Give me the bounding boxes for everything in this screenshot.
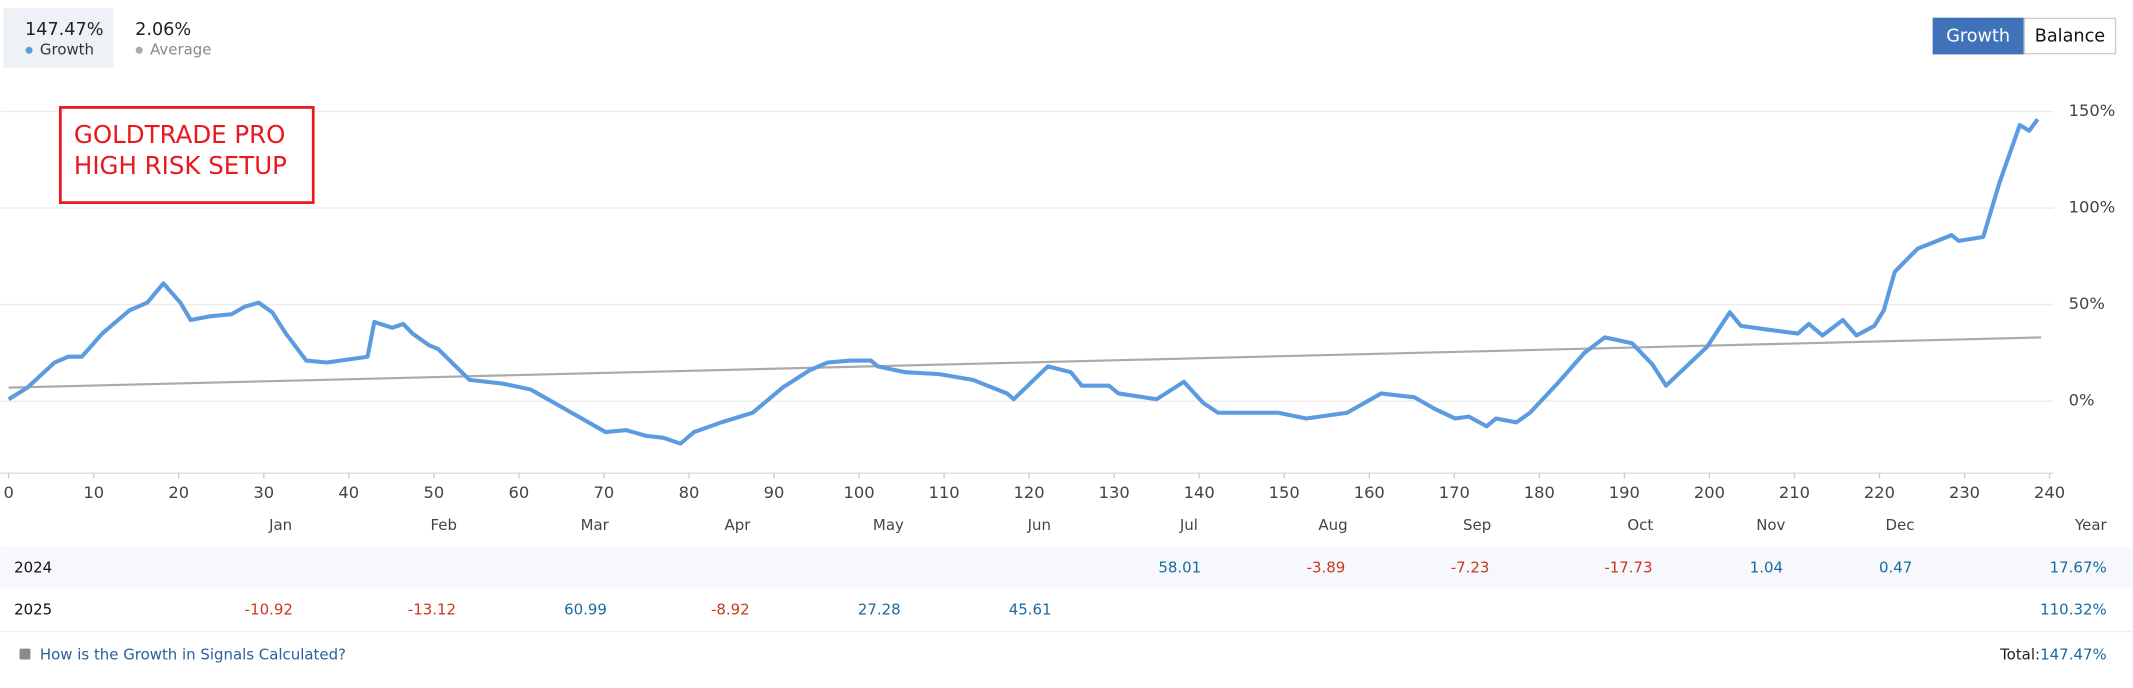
month-return: 27.28 (858, 600, 901, 618)
y-tick-label: 100% (2069, 198, 2116, 217)
month-header: Sep (1463, 516, 1491, 534)
plot: 0% 50% 100% 150% 0 10 20 30 40 50 60 70 80 90 100 110 12… (0, 101, 2116, 502)
month-header: Dec (1886, 516, 1915, 534)
x-tick-label: 100 (843, 483, 874, 502)
month-return: 58.01 (1158, 558, 1201, 576)
row-year: 2025 (14, 600, 52, 618)
balance-button[interactable] (2023, 17, 2117, 55)
year-return: 17.67% (2050, 558, 2107, 576)
returns-table: Jan Feb Mar Apr May Jun Jul Aug Sep Oct Nov Dec Year… (0, 516, 2133, 633)
annotation-box (58, 106, 315, 204)
month-return: -8.92 (711, 600, 750, 618)
annotation-line: GOLDTRADE PRO (74, 120, 286, 149)
legend-dot (135, 46, 143, 54)
x-tick-label: 130 (1099, 483, 1130, 502)
x-tick-label: 20 (168, 483, 189, 502)
growth-button[interactable] (1932, 17, 2024, 55)
x-tick-label: 200 (1694, 483, 1725, 502)
growth-button-label[interactable]: Growth (1946, 27, 2010, 47)
month-return: -7.23 (1451, 558, 1490, 576)
growth-line (7, 118, 2040, 446)
y-tick-label: 150% (2069, 101, 2116, 120)
month-header: Oct (1627, 516, 1653, 534)
month-return: -17.73 (1604, 558, 1652, 576)
help-icon (19, 648, 31, 660)
month-header: Feb (431, 516, 457, 534)
x-tick-label: 140 (1184, 483, 1215, 502)
month-header: Aug (1318, 516, 1347, 534)
x-tick-label: 70 (594, 483, 615, 502)
month-header: Jun (1027, 516, 1051, 534)
month-header: Mar (581, 516, 610, 534)
legend-average: Average (150, 40, 211, 58)
month-header: Apr (725, 516, 752, 534)
x-tick-label: 110 (929, 483, 960, 502)
x-tick-label: 220 (1864, 483, 1895, 502)
month-return: 60.99 (564, 600, 607, 618)
total-value: 147.47% (2040, 645, 2106, 663)
x-tick-label: 160 (1354, 483, 1385, 502)
year-return: 110.32% (2040, 600, 2106, 618)
x-tick-label: 30 (253, 483, 274, 502)
month-header: Jul (1179, 516, 1198, 534)
x-tick-label: 170 (1439, 483, 1470, 502)
x-tick-label: 230 (1949, 483, 1980, 502)
x-tick-label: 190 (1609, 483, 1640, 502)
month-header: Nov (1756, 516, 1785, 534)
average-line (8, 336, 2042, 389)
growth-value: 147.47% (25, 20, 104, 40)
total-label: Total: (1999, 645, 2040, 663)
table-row (0, 546, 2133, 589)
x-tick-label: 210 (1779, 483, 1810, 502)
month-return: 45.61 (1009, 600, 1052, 618)
help-link[interactable]: How is the Growth in Signals Calculated? (40, 645, 346, 663)
x-tick-label: 40 (338, 483, 359, 502)
month-return: -13.12 (408, 600, 456, 618)
row-year: 2024 (14, 558, 52, 576)
balance-button-label[interactable]: Balance (2035, 27, 2105, 47)
average-value: 2.06% (135, 20, 191, 40)
month-header: Jan (268, 516, 292, 534)
annotation-line: HIGH RISK SETUP (74, 151, 287, 180)
legend-dot (25, 46, 33, 54)
x-tick-label: 0 (3, 483, 13, 502)
x-tick-label: 60 (509, 483, 530, 502)
x-tick-label: 10 (83, 483, 104, 502)
x-tick-label: 120 (1014, 483, 1045, 502)
month-header: May (873, 516, 904, 534)
month-return: 0.47 (1879, 558, 1912, 576)
x-tick-label: 90 (764, 483, 785, 502)
x-tick-label: 50 (423, 483, 444, 502)
month-return: -3.89 (1307, 558, 1346, 576)
month-return: -10.92 (245, 600, 293, 618)
legend-growth: Growth (40, 40, 94, 58)
year-header: Year (2074, 516, 2107, 534)
month-return: 1.04 (1750, 558, 1783, 576)
table-row (0, 588, 2133, 631)
x-tick-label: 80 (679, 483, 700, 502)
x-tick-label: 180 (1524, 483, 1555, 502)
x-tick-label: 240 (2034, 483, 2065, 502)
y-tick-label: 0% (2069, 391, 2095, 410)
y-tick-label: 50% (2069, 294, 2105, 313)
growth-stat-box[interactable] (3, 8, 114, 68)
x-tick-label: 150 (1269, 483, 1300, 502)
